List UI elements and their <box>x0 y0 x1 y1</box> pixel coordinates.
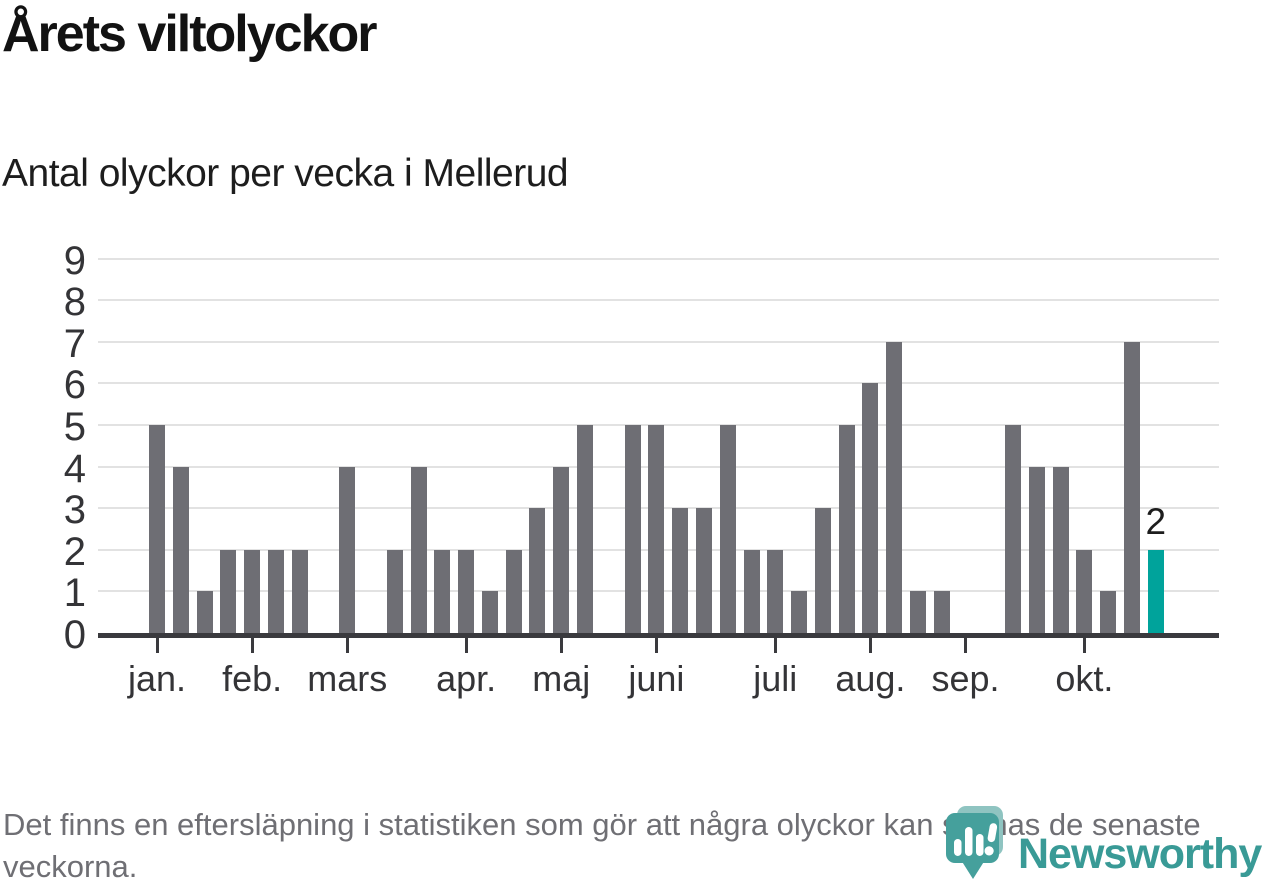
bar-week-9 <box>339 466 356 633</box>
x-tick-aug <box>868 638 872 653</box>
x-axis-line <box>98 633 1219 638</box>
gridline-y8 <box>98 299 1219 302</box>
x-tick-mars <box>345 638 349 653</box>
bar-week-4 <box>220 549 237 633</box>
bar-week-31 <box>862 383 879 633</box>
x-tick-label-apr: apr. <box>436 658 497 699</box>
bar-week-41 <box>1100 591 1117 633</box>
bar-week-39 <box>1052 466 1069 633</box>
x-tick-label-feb: feb. <box>222 658 283 699</box>
bar-week-3 <box>196 591 213 633</box>
bar-week-23 <box>672 508 689 633</box>
bar-week-15 <box>481 591 498 633</box>
bar-week-30 <box>838 425 855 633</box>
bar-week-43 <box>1147 549 1164 633</box>
y-tick-label-9: 9 <box>63 238 86 283</box>
bar-week-21 <box>624 425 641 633</box>
x-tick-label-jan: jan. <box>127 658 187 699</box>
page-title: Årets viltolyckor <box>2 5 377 63</box>
bar-week-22 <box>648 425 665 633</box>
x-tick-maj <box>559 638 563 653</box>
x-tick-label-maj: maj <box>532 658 591 699</box>
newsworthy-logo: Newsworthy <box>946 806 1262 879</box>
highlight-value-label: 2 <box>1145 500 1167 542</box>
gridline-y6 <box>98 382 1219 385</box>
y-tick-label-2: 2 <box>63 529 86 574</box>
gridline-y7 <box>98 340 1219 343</box>
bar-week-28 <box>791 591 808 633</box>
x-tick-label-mars: mars <box>307 658 388 699</box>
bar-week-37 <box>1005 425 1022 633</box>
bar-week-19 <box>577 425 594 633</box>
bar-week-11 <box>386 549 403 633</box>
gridline-y9 <box>98 257 1219 260</box>
x-tick-label-okt: okt. <box>1055 658 1114 699</box>
y-tick-label-4: 4 <box>63 446 86 491</box>
bar-week-24 <box>695 508 712 633</box>
x-tick-juni <box>654 638 658 653</box>
y-tick-label-8: 8 <box>63 280 86 325</box>
y-tick-label-0: 0 <box>63 613 86 657</box>
bar-week-33 <box>909 591 926 633</box>
x-tick-label-juli: juli <box>753 658 798 699</box>
bar-week-29 <box>814 508 831 633</box>
x-tick-label-sep: sep. <box>931 658 1000 699</box>
y-tick-label-1: 1 <box>63 571 86 616</box>
bar-week-7 <box>291 549 308 633</box>
chart-subtitle: Antal olyckor per vecka i Mellerud <box>2 152 569 195</box>
bar-week-2 <box>172 466 189 633</box>
y-tick-label-3: 3 <box>63 488 86 533</box>
bar-week-5 <box>244 549 261 633</box>
bar-week-18 <box>553 466 570 633</box>
bar-week-17 <box>529 508 546 633</box>
x-tick-okt <box>1082 638 1086 653</box>
bar-week-42 <box>1123 341 1140 633</box>
bar-week-27 <box>767 549 784 633</box>
x-tick-label-aug: aug. <box>835 658 906 699</box>
bar-week-1 <box>149 425 165 633</box>
y-tick-label-6: 6 <box>63 363 86 408</box>
bar-week-26 <box>743 549 760 633</box>
bar-week-38 <box>1028 466 1045 633</box>
bar-week-13 <box>434 549 451 633</box>
y-tick-label-5: 5 <box>63 405 86 449</box>
y-tick-label-7: 7 <box>63 321 86 366</box>
x-tick-juli <box>773 638 777 653</box>
x-tick-apr <box>464 638 468 653</box>
bar-week-25 <box>719 425 736 633</box>
x-tick-sep <box>964 638 968 653</box>
x-tick-feb <box>250 638 254 653</box>
bar-week-6 <box>267 549 284 633</box>
x-tick-jan <box>155 638 159 653</box>
bar-week-16 <box>505 549 522 633</box>
bar-week-12 <box>410 466 427 633</box>
x-tick-label-juni: juni <box>628 658 685 699</box>
bar-week-40 <box>1076 549 1093 633</box>
brand-name: Newsworthy <box>1018 830 1262 878</box>
bar-week-32 <box>886 341 903 633</box>
newsworthy-pin-icon <box>946 806 1003 879</box>
bar-week-14 <box>458 549 475 633</box>
bar-week-34 <box>933 591 950 633</box>
